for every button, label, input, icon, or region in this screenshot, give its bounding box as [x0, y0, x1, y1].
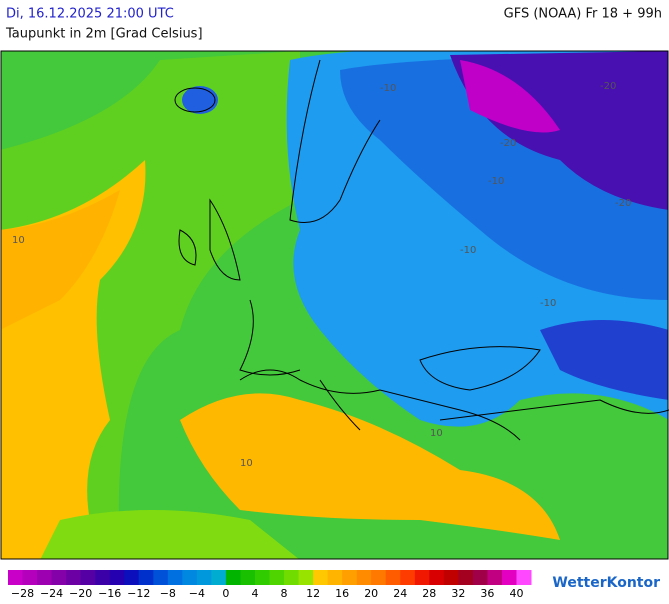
- contour-label: -10: [488, 176, 504, 187]
- colorbar-swatch: [124, 570, 140, 585]
- colorbar-swatch: [254, 570, 270, 585]
- contour-label: -20: [600, 81, 616, 92]
- colorbar-swatch: [182, 570, 198, 585]
- logo: WetterKontor: [552, 575, 660, 591]
- contour-label: 10: [12, 235, 25, 246]
- colorbar-label: 24: [393, 587, 407, 600]
- colorbar-label: 36: [480, 587, 494, 600]
- colorbar-swatch: [167, 570, 183, 585]
- colorbar-label: 8: [281, 587, 288, 600]
- colorbar-swatch: [269, 570, 285, 585]
- colorbar-swatch: [501, 570, 517, 585]
- colorbar-swatch: [37, 570, 53, 585]
- colorbar-label: −16: [98, 587, 121, 600]
- colorbar-label: −20: [69, 587, 92, 600]
- contour-label: -10: [380, 83, 396, 94]
- colorbar-label: 32: [451, 587, 465, 600]
- subtitle: Taupunkt in 2m [Grad Celsius]: [5, 27, 203, 42]
- colorbar-label: −28: [11, 587, 34, 600]
- contour-label: 10: [240, 458, 253, 469]
- colorbar: −28 −24 −20 −16 −12 −8 −4 0 4 8 12 16 20 24 28 32 36 40: [8, 570, 532, 600]
- colorbar-label: 4: [251, 587, 258, 600]
- colorbar-swatch: [400, 570, 416, 585]
- colorbar-swatch: [414, 570, 430, 585]
- colorbar-swatch: [66, 570, 82, 585]
- colorbar-swatch: [371, 570, 387, 585]
- colorbar-label: 16: [335, 587, 349, 600]
- model-title: GFS (NOAA) Fr 18 + 99h: [504, 7, 662, 22]
- colorbar-label: 40: [509, 587, 523, 600]
- coastlines: [174, 59, 669, 441]
- colorbar-swatch: [443, 570, 459, 585]
- colorbar-swatch: [472, 570, 488, 585]
- colorbar-swatch: [196, 570, 212, 585]
- colorbar-swatch: [51, 570, 67, 585]
- colorbar-swatch: [356, 570, 372, 585]
- colorbar-label: 20: [364, 587, 378, 600]
- contour-label: -10: [540, 298, 556, 309]
- colorbar-swatch: [458, 570, 474, 585]
- date-title: Di, 16.12.2025 21:00 UTC: [6, 7, 174, 22]
- colorbar-label: −8: [160, 587, 176, 600]
- colorbar-swatch: [240, 570, 256, 585]
- colorbar-swatch: [298, 570, 314, 585]
- colorbar-swatch: [385, 570, 401, 585]
- colorbar-label: −4: [189, 587, 205, 600]
- colorbar-label: −24: [40, 587, 63, 600]
- colorbar-swatch: [211, 570, 227, 585]
- colorbar-swatch: [22, 570, 38, 585]
- colorbar-label: 0: [222, 587, 229, 600]
- colorbar-swatch: [516, 570, 532, 585]
- colorbar-swatch: [225, 570, 241, 585]
- contour-label: -20: [500, 138, 516, 149]
- colorbar-swatch: [8, 570, 24, 585]
- colorbar-swatch: [80, 570, 96, 585]
- map: [1, 51, 669, 559]
- colorbar-swatch: [109, 570, 125, 585]
- colorbar-swatch: [342, 570, 358, 585]
- colorbar-swatch: [487, 570, 503, 585]
- colorbar-swatch: [138, 570, 154, 585]
- map-frame: [0, 50, 669, 560]
- contour-label: 10: [430, 428, 443, 439]
- colorbar-swatch: [327, 570, 343, 585]
- contour-label: -20: [615, 198, 631, 209]
- colorbar-label: 12: [306, 587, 320, 600]
- colorbar-label: 28: [422, 587, 436, 600]
- colorbar-label: −12: [127, 587, 150, 600]
- colorbar-swatch: [153, 570, 169, 585]
- colorbar-swatch: [284, 570, 300, 585]
- colorbar-swatch: [95, 570, 111, 585]
- colorbar-swatch: [313, 570, 329, 585]
- colorbar-swatch: [429, 570, 445, 585]
- contour-label: -10: [460, 245, 476, 256]
